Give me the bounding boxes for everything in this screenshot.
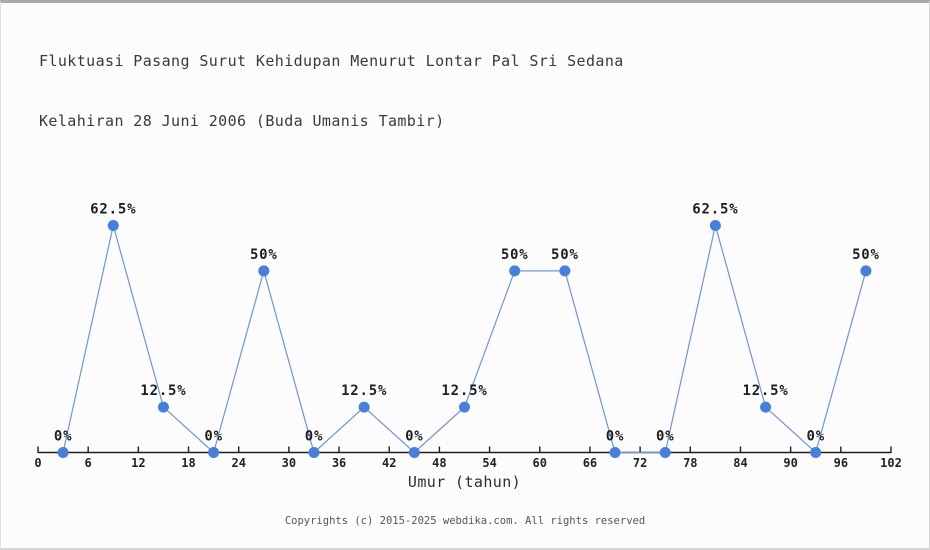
- data-point-label: 50%: [852, 247, 880, 263]
- x-axis-tick-label: 90: [783, 456, 797, 470]
- x-axis-tick-label: 36: [332, 456, 346, 470]
- data-point-label: 12.5%: [742, 383, 788, 399]
- x-axis-tick-label: 24: [231, 456, 245, 470]
- x-axis-tick-label: 30: [282, 456, 296, 470]
- x-axis-tick-label: 12: [131, 456, 145, 470]
- x-axis-tick-label: 18: [181, 456, 195, 470]
- data-point-label: 0%: [656, 429, 674, 445]
- data-point: [258, 265, 270, 277]
- data-point-label: 0%: [204, 429, 222, 445]
- x-axis-tick-label: 96: [834, 456, 848, 470]
- data-point: [358, 401, 370, 413]
- data-point-label: 12.5%: [140, 383, 186, 399]
- data-point-label: 50%: [551, 247, 579, 263]
- data-point: [810, 447, 822, 458]
- data-point-label: 0%: [807, 429, 825, 445]
- chart-title: Fluktuasi Pasang Surut Kehidupan Menurut…: [39, 11, 624, 171]
- line-chart: 0 6 12 18 24 30 36 42 48 54 60 66 72 78 84 90 96 102 0% 62.…: [34, 202, 902, 471]
- x-axis-tick-label: 54: [482, 456, 496, 470]
- data-point: [107, 220, 119, 231]
- x-axis-tick-label: 66: [583, 456, 597, 470]
- data-point: [659, 447, 671, 458]
- x-axis-tick-label: 102: [880, 456, 902, 470]
- data-point: [609, 447, 621, 458]
- data-point-label: 62.5%: [90, 202, 136, 218]
- data-point: [509, 265, 521, 277]
- data-point: [208, 447, 220, 458]
- data-point: [559, 265, 571, 277]
- data-point-label: 62.5%: [692, 202, 738, 218]
- data-point: [459, 401, 470, 413]
- data-line: [62, 225, 867, 454]
- x-axis-tick-label: 42: [382, 456, 396, 470]
- data-point-label: 12.5%: [441, 383, 487, 399]
- data-point: [308, 447, 320, 458]
- x-axis-tick-label: 48: [432, 456, 446, 470]
- x-axis-tick-label: 78: [683, 456, 697, 470]
- data-point: [157, 401, 169, 413]
- x-axis-tick-label: 0: [34, 456, 41, 470]
- data-point: [709, 220, 721, 231]
- x-axis-tick-label: 84: [733, 456, 747, 470]
- x-axis-tick-label: 60: [533, 456, 547, 470]
- chart-title-line2: Kelahiran 28 Juni 2006 (Buda Umanis Tamb…: [39, 112, 445, 130]
- data-point-label: 0%: [54, 429, 72, 445]
- data-point-label: 50%: [250, 247, 278, 263]
- data-point-label: 0%: [305, 429, 323, 445]
- x-axis-label: Umur (tahun): [407, 473, 522, 491]
- x-axis-tick-label: 6: [85, 456, 92, 470]
- data-point-label: 50%: [501, 247, 529, 263]
- chart-title-line1: Fluktuasi Pasang Surut Kehidupan Menurut…: [39, 52, 624, 70]
- data-point: [760, 401, 772, 413]
- data-point: [57, 447, 69, 458]
- copyright-text: Copyrights (c) 2015-2025 webdika.com. Al…: [284, 515, 646, 527]
- data-point-label: 12.5%: [341, 383, 387, 399]
- x-axis-tick-label: 72: [633, 456, 647, 470]
- data-point-label: 0%: [606, 429, 624, 445]
- data-point: [860, 265, 872, 277]
- data-point: [408, 447, 420, 458]
- data-point-label: 0%: [405, 429, 423, 445]
